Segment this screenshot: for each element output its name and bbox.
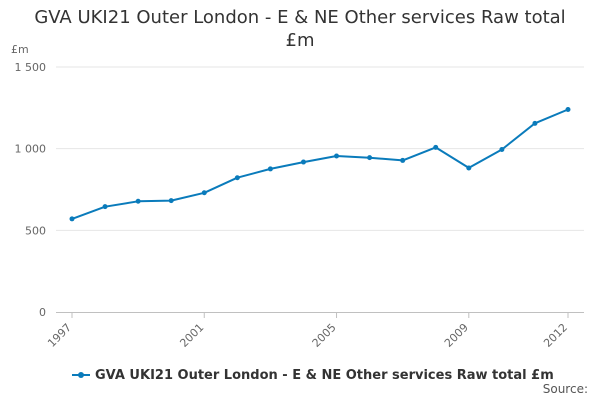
data-point	[300, 159, 306, 165]
x-tick-label: 2005	[310, 321, 339, 350]
data-point	[69, 216, 75, 222]
y-tick-label: 0	[39, 306, 46, 319]
y-tick-label: 500	[25, 224, 46, 237]
source-label: Source:	[542, 382, 588, 396]
data-point	[466, 165, 472, 171]
legend-series-label: GVA UKI21 Outer London - E & NE Other se…	[95, 367, 554, 383]
legend[interactable]: GVA UKI21 Outer London - E & NE Other se…	[72, 366, 554, 384]
series-line	[71, 108, 569, 220]
data-point	[334, 153, 340, 159]
data-point	[168, 198, 174, 204]
data-point	[201, 190, 207, 196]
legend-series-marker	[72, 368, 90, 382]
data-point	[433, 144, 439, 150]
data-point	[499, 146, 505, 152]
data-point	[532, 120, 538, 126]
y-tick-label: 1 500	[15, 61, 47, 74]
gridlines	[56, 66, 584, 231]
data-point	[400, 157, 406, 163]
data-point	[267, 166, 273, 172]
data-point	[135, 198, 141, 204]
data-point	[102, 204, 108, 210]
axes: 0 500 1 000 1 500 £m 1997 2001 2005 2009 2012	[11, 43, 584, 350]
x-tick-label: 2001	[177, 321, 206, 350]
y-tick-label: 1 000	[15, 143, 47, 156]
data-point	[367, 155, 373, 161]
data-point	[234, 175, 240, 181]
x-tick-label: 1997	[45, 321, 74, 350]
chart-title: GVA UKI21 Outer London - E & NE Other se…	[0, 6, 600, 52]
x-tick-label: 2009	[442, 321, 471, 350]
series	[69, 106, 571, 222]
data-point	[565, 106, 571, 112]
chart-title-line-2: £m	[285, 30, 315, 51]
x-tick-label: 2012	[541, 321, 570, 350]
y-axis-unit-label: £m	[11, 43, 29, 56]
chart-title-line-1: GVA UKI21 Outer London - E & NE Other se…	[34, 7, 566, 28]
